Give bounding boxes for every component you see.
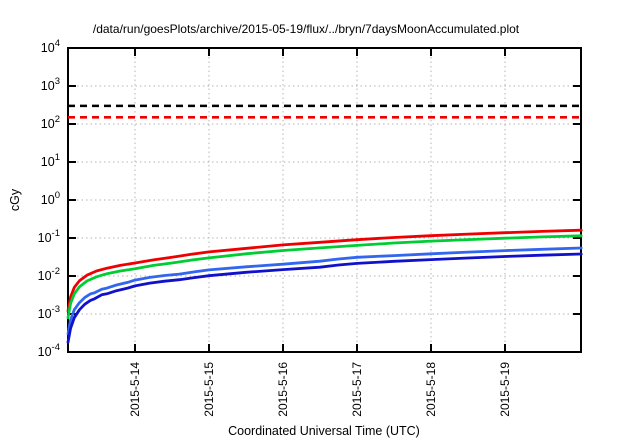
y-tick-label: 10-1 [38, 228, 60, 245]
x-tick-label: 2015-5-16 [276, 362, 290, 417]
y-tick-label: 10-2 [38, 266, 60, 283]
x-tick-label: 2015-5-18 [424, 362, 438, 417]
dose-green-line [66, 234, 583, 320]
y-tick-label: 10-4 [38, 342, 60, 359]
y-axis-title: cGy [8, 188, 22, 211]
dose-red-line [66, 228, 583, 313]
x-axis-title: Coordinated Universal Time (UTC) [228, 424, 420, 438]
x-tick-label: 2015-5-14 [128, 362, 142, 417]
y-tick-label: 104 [41, 38, 60, 55]
x-tick-label: 2015-5-15 [202, 362, 216, 417]
y-tick-label: 102 [41, 114, 60, 131]
y-tick-label: 10-3 [38, 304, 60, 321]
dose-lightblue-line [66, 246, 583, 336]
plot-title: /data/run/goesPlots/archive/2015-05-19/f… [92, 22, 520, 36]
x-tick-label: 2015-5-17 [350, 362, 364, 417]
y-tick-label: 103 [41, 76, 60, 93]
y-tick-label: 100 [41, 190, 60, 207]
y-tick-label: 101 [41, 152, 60, 169]
dose-darkblue-line [66, 252, 583, 344]
x-tick-label: 2015-5-19 [498, 362, 512, 417]
